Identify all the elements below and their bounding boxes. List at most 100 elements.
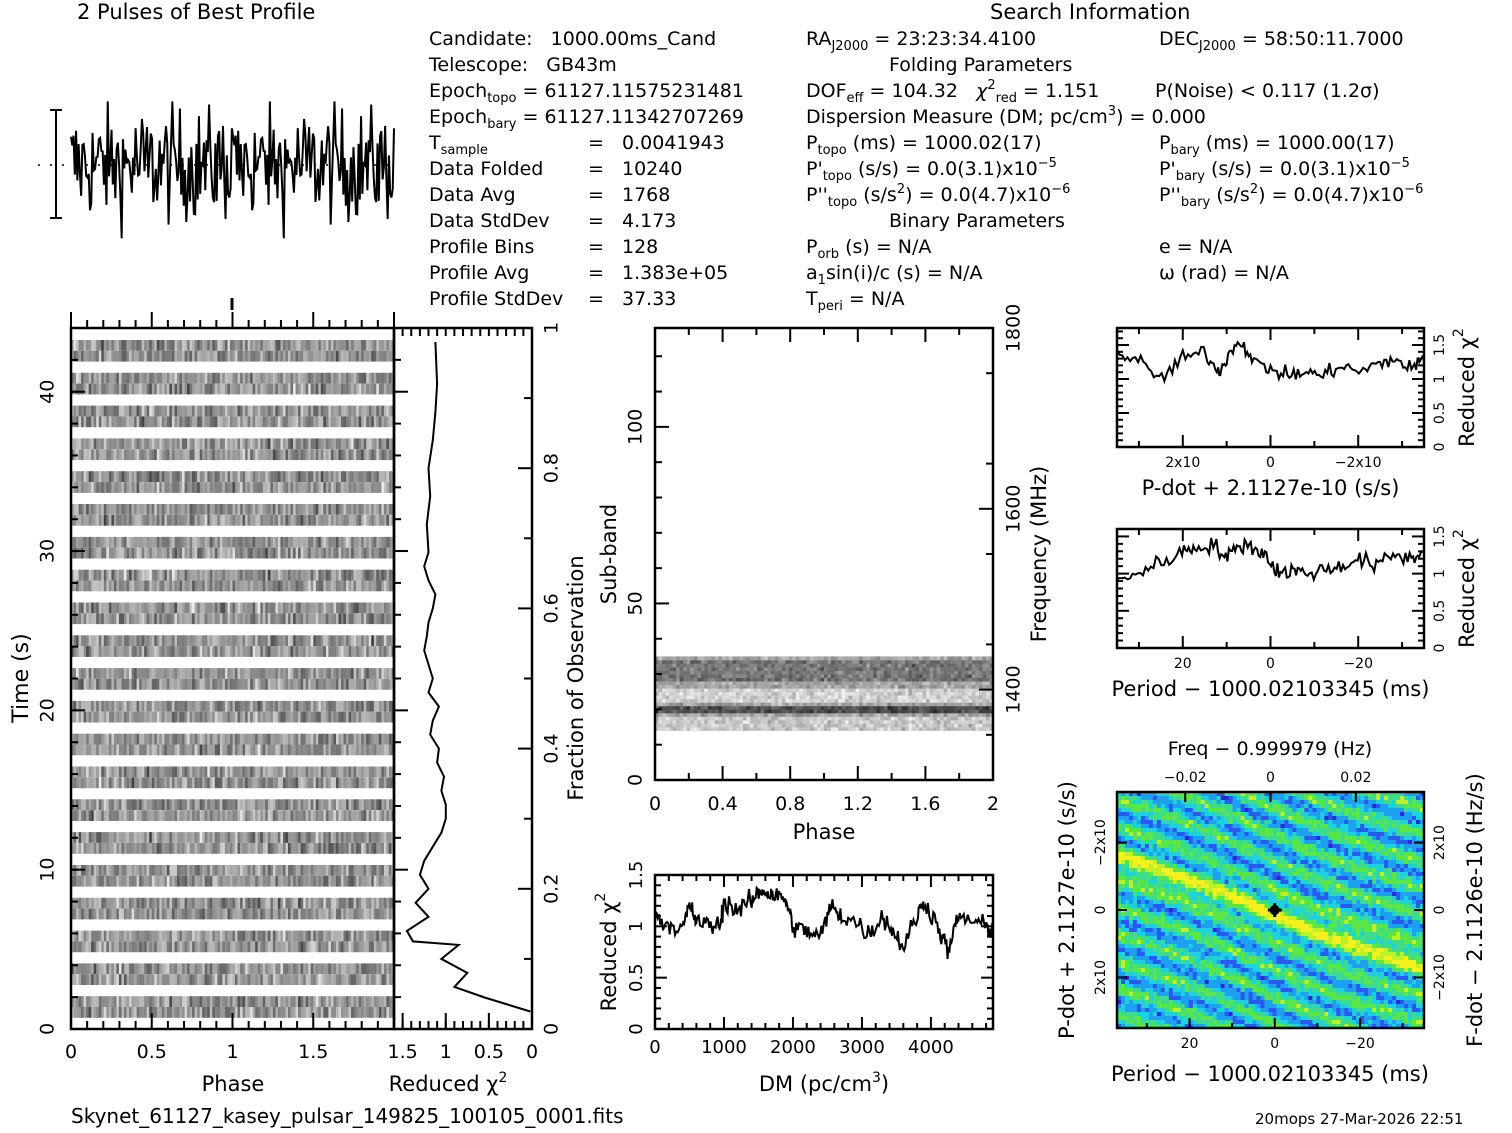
info-row-eq: = [588, 158, 604, 180]
heatmap-cell [126, 536, 130, 548]
heatmap-cell [310, 514, 314, 526]
heatmap-cell [116, 678, 120, 690]
heatmap-cell [129, 799, 132, 811]
heatmap-cell [93, 678, 97, 690]
heatmap-cell [134, 482, 137, 493]
heatmap-cell [245, 547, 248, 559]
heatmap-cell [351, 1007, 354, 1018]
heatmap-cell [389, 974, 392, 985]
heatmap-cell [76, 471, 79, 482]
heatmap-cell [96, 799, 100, 811]
heatmap-cell [310, 974, 314, 985]
heatmap-cell [217, 416, 221, 428]
heatmap-cell [151, 471, 155, 482]
heatmap-cell [343, 843, 347, 854]
heatmap-cell [381, 416, 385, 428]
ptopo-row: Ptopo (ms) = 1000.02(17) [806, 132, 1042, 157]
heatmap-cell [368, 963, 372, 975]
heatmap-cell [149, 449, 153, 461]
info-row-eq: = [588, 210, 604, 232]
heatmap-cell [202, 471, 206, 482]
heatmap-cell [358, 974, 362, 985]
heatmap-cell [121, 897, 125, 909]
heatmap-cell [171, 504, 175, 515]
heatmap-cell [386, 941, 390, 953]
heatmap-cell [252, 897, 256, 909]
heatmap-cell [217, 810, 221, 821]
heatmap-cell [270, 602, 274, 614]
heatmap-cell [184, 799, 188, 811]
heatmap-cell [118, 405, 122, 417]
heatmap-cell [101, 766, 105, 778]
heatmap-cell [348, 514, 352, 526]
porb-value: (s) = N/A [845, 236, 932, 258]
heatmap-cell [290, 668, 294, 679]
heatmap-cell [76, 569, 79, 581]
heatmap-cell [113, 766, 117, 778]
heatmap-cell [371, 416, 375, 428]
heatmap-cell [136, 547, 140, 559]
heatmap-cell [189, 547, 193, 559]
heatmap-cell [328, 1007, 332, 1018]
heatmap-cell [308, 810, 312, 821]
heatmap-cell [240, 547, 243, 559]
heatmap-cell [240, 875, 243, 887]
heatmap-cell [156, 646, 160, 657]
heatmap-cell [232, 514, 236, 526]
heatmap-cell [169, 602, 173, 614]
heatmap-cell [338, 799, 342, 811]
heatmap-cell [356, 514, 359, 526]
heatmap-cell [313, 580, 317, 592]
heatmap-cell [285, 547, 289, 559]
heatmap-cell [368, 799, 372, 811]
tperi-row: Tperi = N/A [806, 288, 904, 313]
heatmap-cell [232, 405, 236, 417]
heatmap-cell [323, 1007, 327, 1018]
heatmap-cell [219, 941, 223, 953]
heatmap-cell [214, 777, 218, 789]
heatmap-cell [315, 930, 319, 942]
heatmap-cell [96, 865, 100, 876]
heatmap-cell [136, 416, 140, 428]
heatmap-cell [111, 514, 115, 526]
heatmap-cell [204, 1007, 208, 1018]
heatmap-cell [174, 514, 178, 526]
heatmap-cell [252, 536, 256, 548]
heatmap-cell [242, 1007, 246, 1018]
heatmap-cell [184, 941, 188, 953]
heatmap-cell [290, 974, 294, 985]
heatmap-cell [343, 744, 347, 756]
heatmap-cell [305, 810, 309, 821]
heatmap-cell [318, 438, 322, 450]
heatmap-cell [280, 766, 284, 778]
heatmap-cell [320, 482, 324, 493]
heatmap-cell [358, 963, 362, 975]
heatmap-cell [154, 678, 158, 690]
heatmap-cell [313, 449, 317, 461]
heatmap-cell [212, 963, 216, 975]
heatmap-cell [192, 613, 195, 625]
heatmap-cell [336, 613, 339, 625]
heatmap-cell [182, 646, 185, 657]
heatmap-cell [189, 536, 193, 548]
heatmap-cell [108, 514, 112, 526]
heatmap-cell [373, 471, 377, 482]
heatmap-cell [108, 580, 112, 592]
heatmap-cell [371, 602, 375, 614]
heatmap-cell [381, 646, 385, 657]
heatmap-cell [199, 744, 203, 756]
heatmap-cell [98, 514, 102, 526]
heatmap-cell [144, 602, 148, 614]
heatmap-cell [356, 766, 359, 778]
tsample-row: Tsample [429, 132, 488, 157]
heatmap-cell [230, 449, 233, 461]
heatmap-cell [333, 711, 337, 723]
heatmap-cell [245, 438, 248, 450]
heatmap-cell [154, 613, 158, 625]
heatmap-cell [323, 405, 327, 417]
heatmap-cell [118, 941, 122, 953]
heatmap-cell [290, 930, 294, 942]
heatmap-cell [222, 733, 226, 745]
heatmap-cell [252, 449, 256, 461]
heatmap-cell [111, 777, 115, 789]
